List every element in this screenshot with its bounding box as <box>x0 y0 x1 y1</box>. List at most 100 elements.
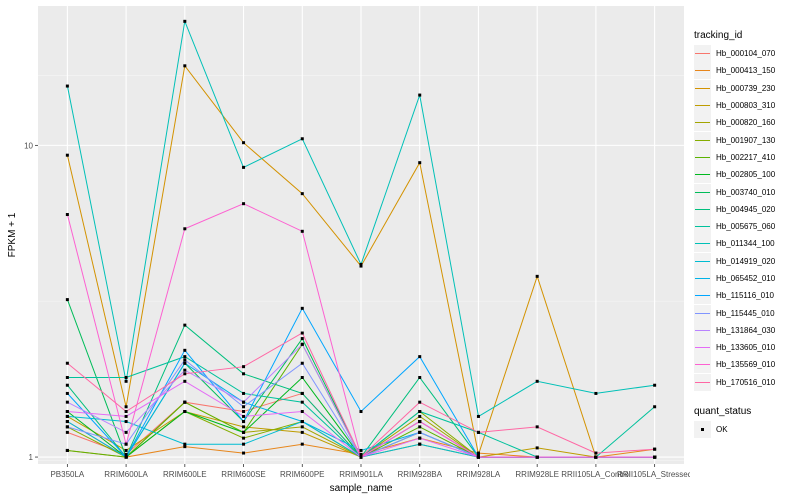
legend-label: Hb_065452_010 <box>716 274 776 283</box>
legend-key <box>694 373 711 391</box>
x-axis: PB350LA RRIM600LA RRIM600LE RRIM600SE RRIM60… <box>50 464 690 479</box>
data-point <box>359 410 363 414</box>
data-point <box>242 436 246 440</box>
color-legend-title: tracking_id <box>694 30 743 41</box>
legend-key <box>694 200 711 218</box>
data-point <box>300 342 304 346</box>
data-point <box>65 361 69 365</box>
legend-label: Hb_003740_010 <box>716 187 776 197</box>
legend-item: Hb_000803_310 <box>694 97 775 115</box>
data-point <box>65 383 69 387</box>
data-point <box>183 355 187 359</box>
legend-key <box>694 79 711 97</box>
data-point <box>300 137 304 141</box>
data-point <box>418 355 422 359</box>
data-point <box>124 420 128 424</box>
legend-item: Hb_001907_130 <box>694 131 775 149</box>
data-point <box>418 425 422 429</box>
data-point <box>65 375 69 379</box>
data-point <box>183 400 187 404</box>
data-point <box>242 202 246 206</box>
legend-label: Hb_011344_100 <box>716 239 775 249</box>
data-point <box>124 452 128 456</box>
legend-item: Hb_000739_230 <box>694 79 776 97</box>
data-point <box>300 229 304 233</box>
x-tick-label: RRII105LA_Control <box>561 470 631 479</box>
color-legend: tracking_id Hb_000104_070 Hb_000413_150 Hb… <box>694 30 775 391</box>
data-point <box>242 425 246 429</box>
data-point <box>535 274 539 278</box>
legend-key <box>694 321 711 339</box>
legend-key <box>694 131 711 149</box>
data-point <box>65 410 69 414</box>
data-point <box>300 337 304 341</box>
data-point <box>476 452 480 456</box>
legend-key <box>694 183 711 201</box>
legend-key <box>694 148 711 166</box>
legend-item: Hb_000104_070 <box>694 45 775 63</box>
data-point <box>124 442 128 446</box>
line-chart: 1 10 PB350LA RRIM600LA RRIM600LE RRIM600SE RR… <box>7 6 690 494</box>
data-point <box>65 84 69 88</box>
data-point <box>300 410 304 414</box>
data-point <box>653 383 657 387</box>
data-point <box>653 447 657 451</box>
x-tick-label: RRIM600SE <box>221 470 265 479</box>
legend-item: Hb_170516_010 <box>694 373 775 391</box>
data-point <box>124 414 128 418</box>
legend-key <box>694 339 711 357</box>
data-point <box>242 451 246 455</box>
data-point <box>183 358 187 362</box>
data-point <box>183 19 187 23</box>
data-point <box>300 306 304 310</box>
legend-label: Hb_115116_010 <box>716 291 774 301</box>
x-tick-label: RRIM928LA <box>457 470 501 479</box>
data-point <box>300 430 304 434</box>
data-point <box>300 400 304 404</box>
data-point <box>242 391 246 395</box>
legend-label: Hb_115445_010 <box>716 308 775 318</box>
data-point <box>242 141 246 145</box>
legend-label: Hb_131864_030 <box>716 325 776 335</box>
legend-item: Hb_004945_020 <box>694 200 775 218</box>
legend-key <box>694 235 711 253</box>
y-axis-title: FPKM + 1 <box>7 212 18 257</box>
data-point <box>183 410 187 414</box>
data-point <box>65 448 69 452</box>
data-point <box>124 430 128 434</box>
legend-item: Hb_065452_010 <box>694 270 775 287</box>
legend-key <box>694 287 711 305</box>
data-point <box>653 405 657 409</box>
x-tick-label: RRIM600PE <box>280 470 324 479</box>
data-point <box>300 391 304 395</box>
data-point <box>653 455 657 459</box>
legend-label: Hb_000820_160 <box>716 118 776 128</box>
x-tick-label: RRIM928LE <box>515 470 559 479</box>
x-tick-label: PB350LA <box>50 470 84 479</box>
data-point <box>124 448 128 452</box>
legend-key <box>694 114 711 132</box>
legend-item: Hb_014919_020 <box>694 252 776 270</box>
legend-label: Hb_002805_100 <box>716 170 776 180</box>
data-point <box>124 410 128 414</box>
shape-legend-title: quant_status <box>694 406 752 417</box>
data-point <box>124 375 128 379</box>
data-point <box>65 425 69 429</box>
data-point <box>65 400 69 404</box>
y-tick-label: 10 <box>24 141 33 150</box>
legend-key <box>694 356 711 374</box>
data-point <box>359 262 363 266</box>
data-point <box>476 414 480 418</box>
legend-label: Hb_014919_020 <box>716 256 776 266</box>
legend-label: Hb_005675_060 <box>716 222 776 232</box>
data-point <box>242 442 246 446</box>
data-point <box>300 425 304 429</box>
data-point <box>476 430 480 434</box>
legend-label: Hb_002217_410 <box>716 152 776 162</box>
data-point <box>183 368 187 372</box>
data-point <box>124 455 128 459</box>
x-axis-title: sample_name <box>330 483 393 494</box>
legend-label: Hb_000739_230 <box>716 83 776 93</box>
data-point <box>418 436 422 440</box>
legend-key <box>694 62 711 80</box>
